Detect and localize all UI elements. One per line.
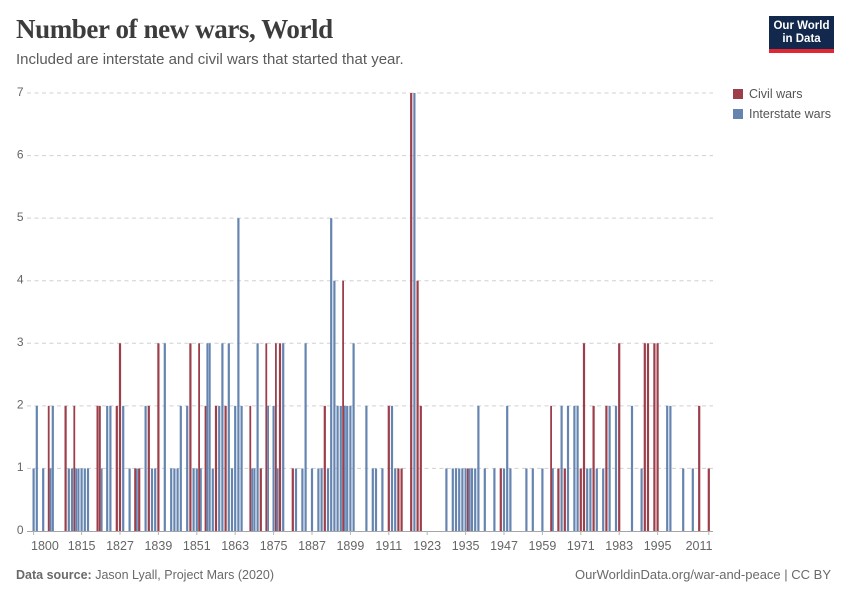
svg-text:1923: 1923 (413, 539, 441, 553)
svg-text:1851: 1851 (183, 539, 211, 553)
svg-text:1959: 1959 (528, 539, 556, 553)
svg-text:1887: 1887 (298, 539, 326, 553)
svg-text:1863: 1863 (221, 539, 249, 553)
svg-text:1: 1 (17, 460, 24, 474)
svg-text:1983: 1983 (605, 539, 633, 553)
svg-text:1899: 1899 (336, 539, 364, 553)
svg-text:2: 2 (17, 398, 24, 412)
svg-text:3: 3 (17, 335, 24, 349)
svg-text:1815: 1815 (68, 539, 96, 553)
svg-text:0: 0 (17, 523, 24, 537)
svg-text:5: 5 (17, 210, 24, 224)
svg-text:1839: 1839 (144, 539, 172, 553)
svg-text:6: 6 (17, 147, 24, 161)
svg-text:1971: 1971 (567, 539, 595, 553)
svg-text:1911: 1911 (375, 539, 402, 553)
svg-text:1935: 1935 (452, 539, 480, 553)
svg-text:7: 7 (17, 85, 24, 99)
svg-text:1995: 1995 (644, 539, 672, 553)
svg-text:4: 4 (17, 273, 24, 287)
svg-text:1947: 1947 (490, 539, 518, 553)
svg-text:1875: 1875 (260, 539, 288, 553)
svg-text:2011: 2011 (686, 539, 713, 553)
svg-text:1827: 1827 (106, 539, 134, 553)
svg-text:1800: 1800 (31, 539, 59, 553)
